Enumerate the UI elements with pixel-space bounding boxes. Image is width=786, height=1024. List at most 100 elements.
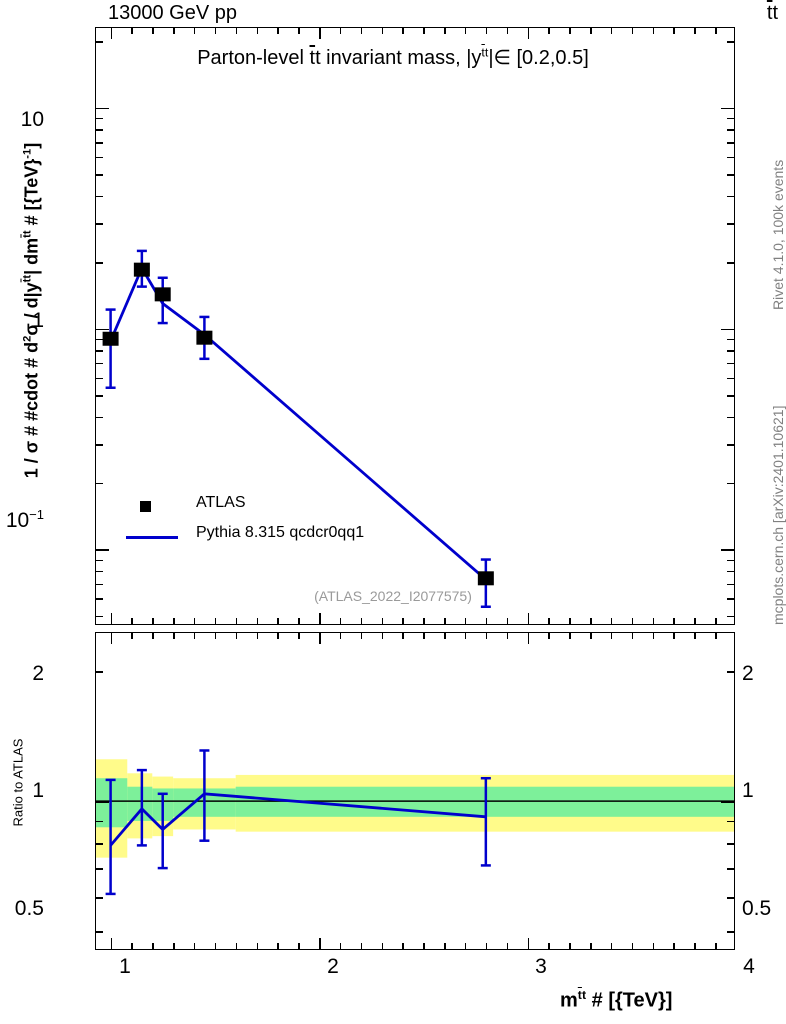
- y-tick: [727, 570, 734, 573]
- ratio-data-overlay: [96, 749, 734, 896]
- x-tick-label-4: 4: [743, 955, 755, 978]
- x-tick: [715, 943, 717, 949]
- x-tick: [131, 618, 133, 624]
- x-tick: [569, 943, 571, 949]
- y-tick: [727, 559, 734, 562]
- legend-label-atlas: ATLAS: [196, 494, 246, 511]
- y-tick: [727, 482, 734, 485]
- ratio-axis-title: Ratio to ATLAS: [10, 738, 26, 827]
- legend-label-pythia: Pythia 8.315 qcdcr0qq1: [196, 524, 365, 541]
- x-tick: [381, 633, 384, 639]
- y-tick-label-0.1: 10−1: [5, 507, 44, 532]
- x-tick: [673, 618, 675, 624]
- y-tick: [727, 262, 734, 264]
- y-tick: [727, 897, 734, 899]
- x-tick: [715, 633, 717, 639]
- x-tick: [569, 28, 571, 34]
- x-tick: [402, 28, 404, 34]
- x-tick: [694, 633, 696, 639]
- y-tick: [96, 350, 103, 352]
- header-process-label: tt: [766, 2, 778, 24]
- x-tick: [277, 28, 279, 34]
- x-tick: [610, 943, 613, 949]
- x-tick: [590, 633, 592, 639]
- y-tick: [727, 41, 734, 43]
- y-tick: [96, 195, 103, 198]
- x-tick: [235, 618, 238, 624]
- x-tick: [256, 28, 259, 34]
- x-tick: [298, 28, 300, 34]
- y-tick: [727, 868, 734, 870]
- x-tick: [464, 28, 467, 34]
- x-tick: [298, 943, 300, 949]
- y-tick: [96, 583, 103, 586]
- x-tick: [193, 633, 196, 639]
- y-tick: [96, 395, 103, 397]
- x-tick: [423, 943, 425, 949]
- x-tick: [548, 633, 550, 639]
- x-tick: [694, 618, 696, 624]
- y-tick: [96, 362, 103, 365]
- x-tick: [569, 618, 571, 624]
- y-tick: [96, 897, 103, 899]
- x-tick: [235, 943, 238, 949]
- x-tick: [319, 938, 321, 949]
- x-tick: [402, 633, 404, 639]
- y-tick-label-1: 1: [32, 309, 44, 332]
- x-tick: [548, 943, 550, 949]
- x-tick: [652, 633, 655, 639]
- y-tick: [727, 931, 734, 933]
- y-tick: [96, 820, 103, 823]
- x-tick: [694, 28, 696, 34]
- x-tick: [110, 28, 113, 39]
- x-tick: [631, 28, 634, 34]
- x-tick: [381, 943, 384, 949]
- y-tick: [727, 223, 734, 225]
- x-tick: [590, 28, 592, 34]
- x-tick: [360, 618, 363, 624]
- y-tick: [96, 174, 103, 176]
- y-tick: [721, 328, 734, 331]
- y-tick: [727, 671, 734, 673]
- y-tick: [96, 338, 103, 341]
- x-tick-label-3: 3: [535, 955, 547, 978]
- x-tick: [131, 633, 133, 639]
- x-tick: [485, 618, 488, 624]
- y-tick: [96, 262, 103, 264]
- y-tick: [96, 129, 103, 131]
- y-tick: [727, 583, 734, 586]
- y-tick-label-10: 10: [20, 108, 44, 131]
- y-tick: [727, 129, 734, 131]
- x-tick: [444, 943, 446, 949]
- x-tick: [444, 618, 446, 624]
- y-tick: [727, 444, 734, 446]
- y-tick: [96, 223, 103, 225]
- x-tick: [381, 618, 384, 624]
- x-tick: [339, 618, 342, 624]
- rivet-version-note: Rivet 4.1.0, 100k events: [770, 159, 786, 310]
- x-tick: [423, 633, 425, 639]
- x-tick: [173, 28, 175, 34]
- x-tick: [548, 28, 550, 34]
- x-tick: [631, 633, 634, 639]
- y-tick: [96, 117, 103, 120]
- x-tick: [506, 943, 509, 949]
- y-tick: [721, 107, 734, 110]
- x-axis-title: mtt # [{TeV}]: [560, 988, 673, 1012]
- y-tick: [96, 482, 103, 485]
- y-tick: [727, 142, 734, 144]
- y-tick: [727, 395, 734, 397]
- x-tick: [652, 943, 655, 949]
- x-tick: [256, 943, 259, 949]
- x-tick: [485, 28, 488, 34]
- data-point-marker: [102, 331, 119, 346]
- y-tick: [96, 377, 103, 380]
- x-tick: [485, 633, 488, 639]
- y-tick: [721, 801, 734, 803]
- x-tick: [464, 633, 467, 639]
- x-tick: [590, 943, 592, 949]
- y-tick: [727, 338, 734, 341]
- x-tick: [360, 28, 363, 34]
- x-tick: [652, 618, 655, 624]
